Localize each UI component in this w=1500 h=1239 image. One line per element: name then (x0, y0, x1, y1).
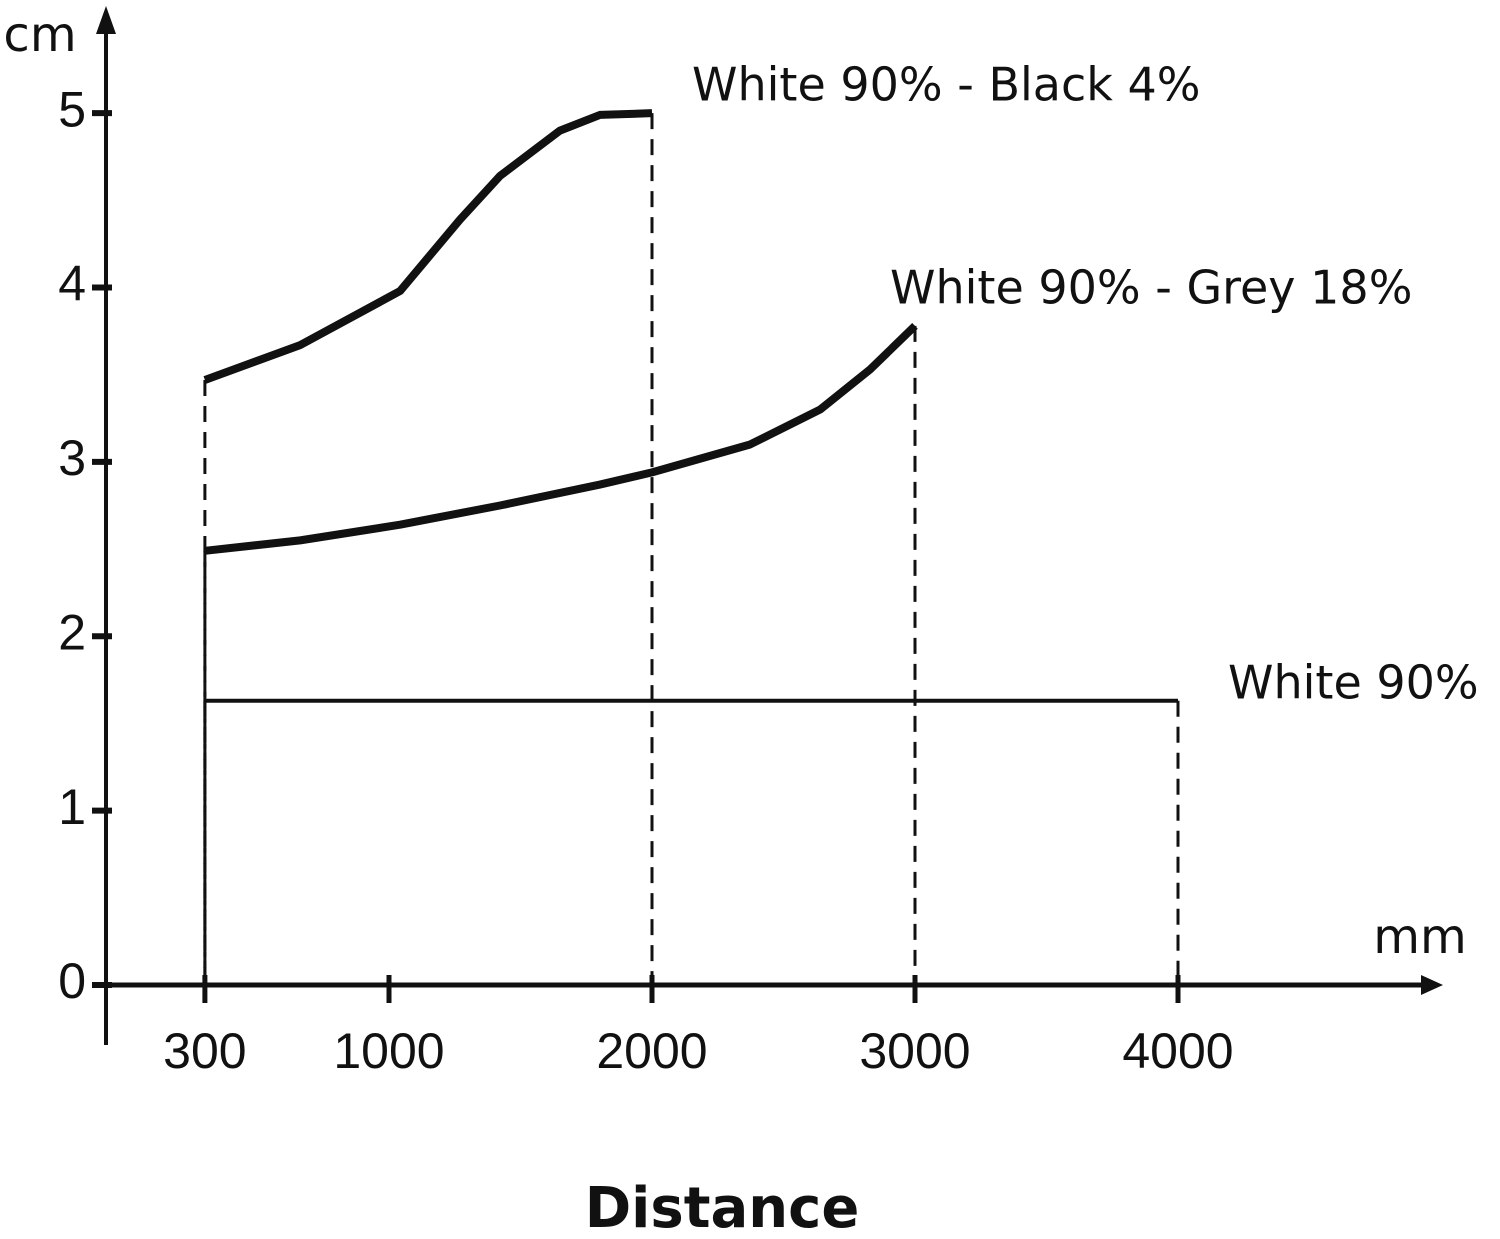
x-tick-label: 3000 (859, 1023, 970, 1079)
y-arrow (96, 6, 116, 34)
series-label: White 90% - Black 4% (692, 58, 1201, 112)
x-arrow (1421, 975, 1443, 995)
x-tick-label: 4000 (1122, 1023, 1233, 1079)
series-line (204, 323, 918, 555)
x-tick-label: 2000 (596, 1023, 707, 1079)
series-line (203, 109, 653, 384)
y-tick-label: 0 (58, 953, 86, 1009)
y-tick-label: 4 (58, 256, 86, 312)
y-tick-label: 5 (58, 81, 86, 137)
x-unit: mm (1373, 909, 1467, 965)
x-tick-label: 1000 (333, 1023, 444, 1079)
x-tick-label: 300 (163, 1023, 246, 1079)
x-axis-title: Distance (585, 1176, 860, 1239)
y-tick-label: 3 (58, 430, 86, 486)
y-tick-label: 2 (58, 604, 86, 660)
y-tick-label: 1 (58, 779, 86, 835)
series-label: White 90% - Grey 18% (890, 260, 1412, 314)
series-label: White 90% (1228, 655, 1479, 709)
y-unit: cm (3, 7, 76, 63)
